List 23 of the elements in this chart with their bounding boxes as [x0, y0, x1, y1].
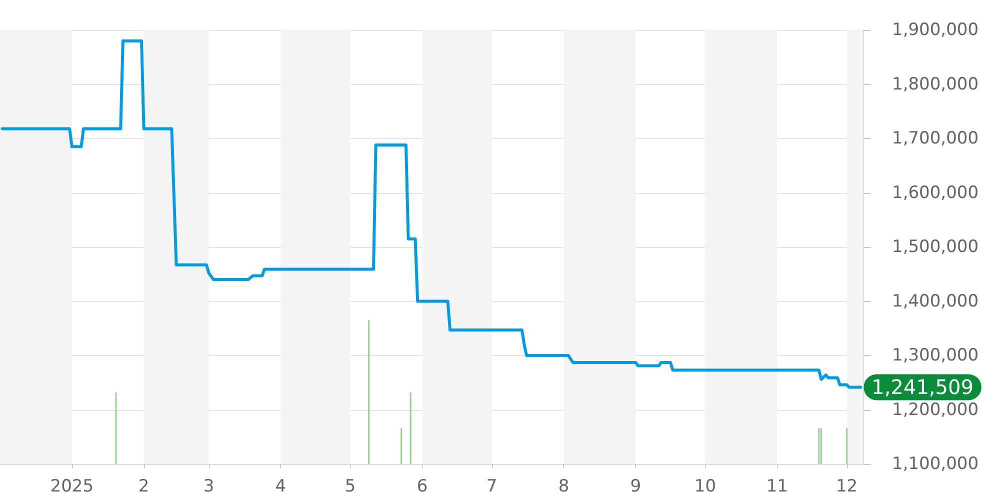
y-tick-label: 1,400,000 [892, 291, 979, 312]
x-tick-label: 8 [558, 476, 570, 496]
y-tick-label: 1,200,000 [892, 400, 979, 420]
y-tick-label: 1,300,000 [892, 346, 979, 366]
y-tick-label: 1,500,000 [892, 237, 979, 257]
x-tick-label: 4 [275, 476, 286, 496]
x-tick-label: 2025 [50, 476, 94, 496]
y-tick-label: 1,800,000 [892, 74, 979, 94]
line-series [0, 39, 862, 389]
y-tick-label: 1,900,000 [892, 20, 979, 40]
x-tick-label: 12 [836, 476, 858, 496]
x-tick-label: 6 [416, 476, 428, 496]
x-tick-label: 2 [138, 476, 150, 496]
x-tick-label: 9 [630, 476, 642, 496]
x-tick-label: 10 [694, 476, 716, 496]
y-tick-label: 1,700,000 [892, 128, 979, 148]
y-tick-label: 1,600,000 [892, 182, 979, 203]
annotation: 1,241,509 [872, 375, 974, 400]
x-tick-label: 3 [203, 476, 214, 496]
x-tick-label: 7 [486, 476, 498, 496]
x-tick-label: 11 [766, 476, 788, 496]
y-tick-label: 1,100,000 [892, 454, 979, 474]
x-tick-label: 5 [344, 476, 356, 496]
